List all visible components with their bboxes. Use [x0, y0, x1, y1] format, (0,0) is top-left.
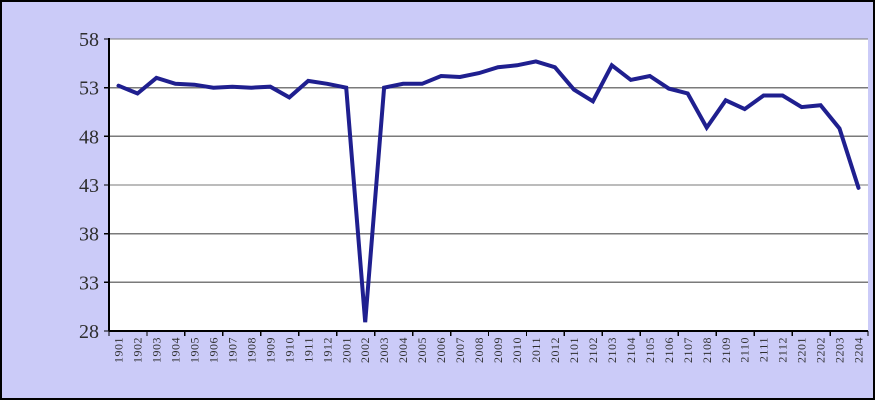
x-axis-label: 1912: [320, 337, 334, 363]
y-axis-label: 48: [79, 126, 99, 148]
x-axis-label: 2101: [567, 337, 581, 363]
x-axis-label: 2012: [548, 337, 562, 363]
x-axis-label: 2011: [529, 337, 543, 363]
x-axis-label: 2005: [415, 337, 429, 363]
x-axis-label: 2203: [833, 337, 847, 363]
x-axis-label: 2009: [491, 337, 505, 363]
x-axis-label: 2112: [776, 337, 790, 363]
y-axis-label: 33: [79, 272, 99, 294]
x-axis-label: 2004: [396, 337, 410, 363]
y-axis-label: 58: [79, 29, 99, 51]
x-axis-label: 2204: [852, 337, 866, 363]
x-axis-label: 2003: [377, 337, 391, 363]
x-axis-label: 2105: [643, 337, 657, 363]
x-axis-label: 2102: [586, 337, 600, 363]
x-axis-label: 1907: [225, 337, 239, 363]
x-axis-label: 2002: [358, 337, 372, 363]
y-axis-label: 43: [79, 175, 99, 197]
y-axis-label: 38: [79, 224, 99, 246]
plot-layer: 28 33 38 43 48 53 58 1901 1902 1903 1904 1905 1906 19…: [79, 29, 869, 363]
y-axis-label: 28: [79, 321, 99, 343]
x-axis-label: 2006: [434, 337, 448, 363]
x-axis-label: 2007: [453, 337, 467, 363]
x-axis-label: 1908: [244, 337, 258, 363]
x-axis-label: 2106: [662, 337, 676, 363]
data-line: [116, 59, 861, 323]
x-axis-label: 2202: [814, 337, 828, 363]
x-axis-label: 2010: [510, 337, 524, 363]
x-axis-label: 1901: [112, 337, 126, 363]
x-axis-label: 1910: [282, 337, 296, 363]
x-axis-label: 1904: [168, 337, 182, 363]
x-axis-label: 2201: [795, 337, 809, 363]
x-axis-label: 1906: [206, 337, 220, 363]
x-axis-label: 1902: [131, 337, 145, 363]
x-axis-label: 2008: [472, 337, 486, 363]
x-axis-label: 2107: [681, 337, 695, 363]
x-axis-label: 1911: [301, 337, 315, 363]
x-axis-label: 2110: [738, 337, 752, 363]
x-axis-label: 1903: [150, 337, 164, 363]
x-axis-label: 2108: [700, 337, 714, 363]
x-axis-label: 2111: [757, 337, 771, 362]
x-axis-label: 2103: [605, 337, 619, 363]
x-axis-label: 2104: [624, 337, 638, 363]
y-axis-label: 53: [79, 78, 99, 100]
x-axis-label: 1905: [187, 337, 201, 363]
x-axis-label: 2001: [339, 337, 353, 363]
x-axis-label: 1909: [263, 337, 277, 363]
x-axis-label: 2109: [719, 337, 733, 363]
